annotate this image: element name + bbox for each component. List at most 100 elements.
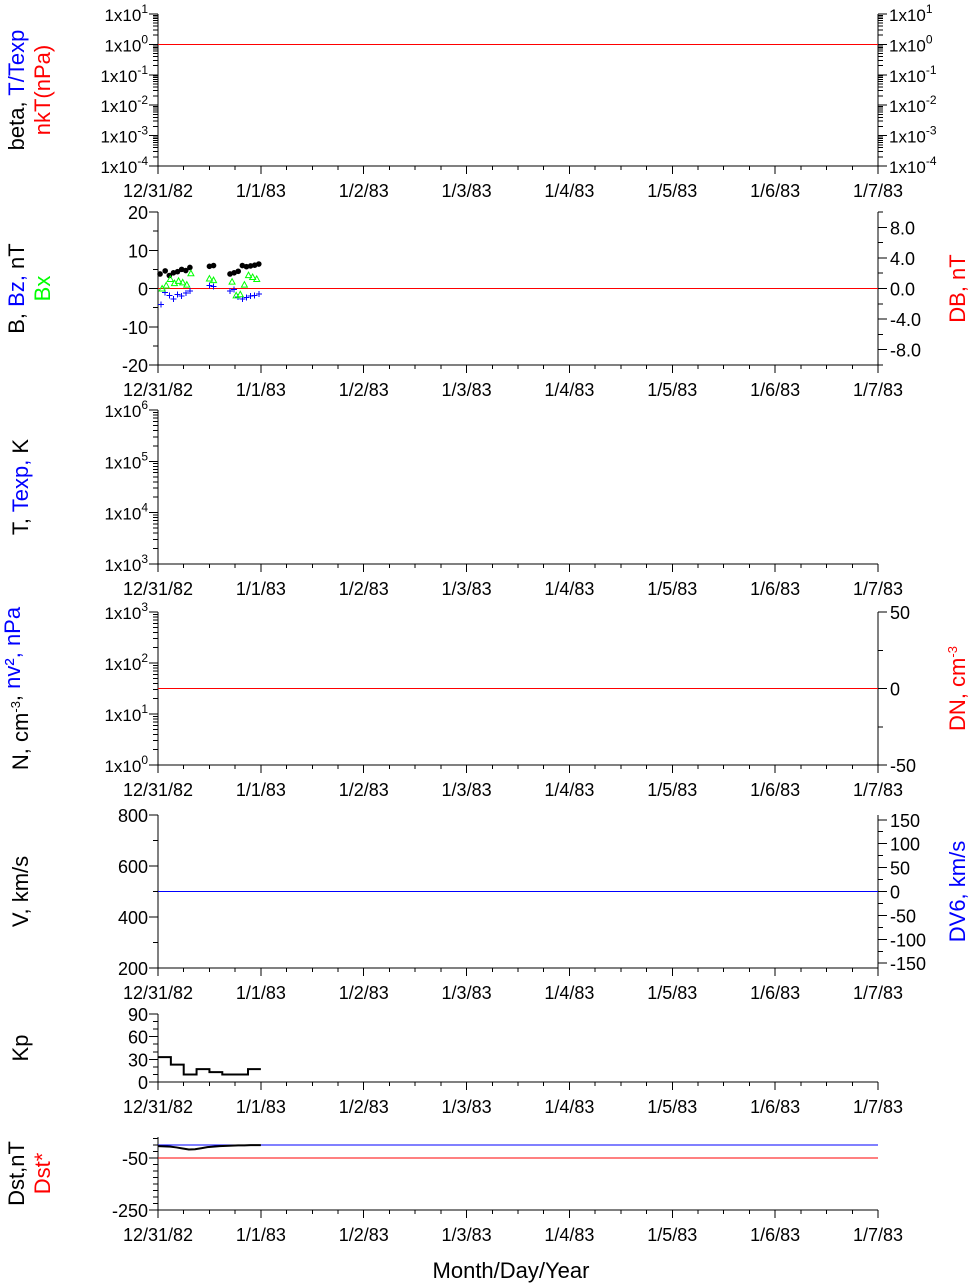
x-tick-label: 1/5/83 bbox=[647, 1097, 697, 1117]
y-tick-label: 1x100 bbox=[104, 32, 148, 55]
y-axis-label: Dst,nT bbox=[4, 1141, 29, 1206]
data-point bbox=[210, 262, 217, 269]
x-tick-label: 1/5/83 bbox=[647, 380, 697, 400]
x-tick-label: 1/6/83 bbox=[750, 983, 800, 1003]
panel-density: 12/31/82 1/1/83 1/2/83 1/3/83 1/4/83 1/5/83 1/… bbox=[0, 600, 970, 800]
x-axis-title: Month/Day/Year bbox=[433, 1258, 590, 1283]
y-tick-label: 400 bbox=[118, 908, 148, 928]
right-y-tick-label: 1x10-3 bbox=[889, 124, 937, 147]
right-y-tick-label: 0 bbox=[890, 883, 900, 903]
y-tick-label: 1x100 bbox=[104, 753, 148, 776]
data-point bbox=[186, 287, 193, 294]
x-tick-label: 1/3/83 bbox=[442, 380, 492, 400]
y-tick-label: 200 bbox=[118, 959, 148, 979]
right-y-tick-label: 4.0 bbox=[890, 249, 915, 269]
panel-dst: 12/31/82 1/1/83 1/2/83 1/3/83 1/4/83 1/5/83 1/… bbox=[4, 1137, 903, 1245]
y-axis-label: T, Texp, K bbox=[8, 439, 33, 536]
x-tick-label: 1/4/83 bbox=[544, 1225, 594, 1245]
x-tick-label: 1/1/83 bbox=[236, 579, 286, 599]
x-tick-label: 1/2/83 bbox=[339, 181, 389, 201]
right-y-tick-label: 50 bbox=[890, 859, 910, 879]
panels: 12/31/82 1/1/83 1/2/83 1/3/83 1/4/83 1/5/83 1/… bbox=[0, 2, 970, 1245]
x-tick-label: 1/4/83 bbox=[544, 780, 594, 800]
data-point bbox=[227, 287, 233, 294]
x-tick-label: 1/7/83 bbox=[853, 1225, 903, 1245]
data-point bbox=[244, 271, 253, 279]
series-line bbox=[158, 1056, 261, 1076]
panel-beta: 12/31/82 1/1/83 1/2/83 1/3/83 1/4/83 1/5/83 1/… bbox=[4, 2, 937, 201]
x-tick-label: 1/3/83 bbox=[442, 1225, 492, 1245]
y-tick-label: -20 bbox=[122, 356, 148, 376]
data-point bbox=[162, 281, 171, 289]
y-tick-label: -250 bbox=[112, 1201, 148, 1221]
x-tick-label: 1/4/83 bbox=[544, 181, 594, 201]
y-tick-label: 1x101 bbox=[104, 2, 148, 25]
x-tick-label: 1/6/83 bbox=[750, 380, 800, 400]
right-y-tick-label: 1x101 bbox=[889, 2, 933, 25]
right-y-tick-label: 1x10-2 bbox=[889, 93, 937, 116]
data-point bbox=[174, 268, 181, 275]
x-tick-label: 1/4/83 bbox=[544, 380, 594, 400]
x-tick-label: 1/1/83 bbox=[236, 380, 286, 400]
data-point bbox=[228, 277, 236, 285]
x-tick-label: 1/5/83 bbox=[647, 983, 697, 1003]
right-y-tick-label: -50 bbox=[890, 906, 916, 926]
data-point bbox=[210, 283, 217, 290]
right-axis-label: DB, nT bbox=[945, 254, 970, 322]
data-point bbox=[206, 282, 213, 289]
y-tick-label: 1x102 bbox=[104, 651, 148, 674]
data-point bbox=[166, 274, 175, 282]
y-tick-label: 1x10-4 bbox=[100, 154, 148, 177]
x-tick-label: 12/31/82 bbox=[123, 1225, 193, 1245]
y-tick-label: 1x10-3 bbox=[100, 124, 148, 147]
x-tick-label: 1/2/83 bbox=[339, 780, 389, 800]
data-point bbox=[240, 280, 249, 288]
x-tick-label: 1/3/83 bbox=[442, 181, 492, 201]
right-y-tick-label: -4.0 bbox=[890, 310, 921, 330]
right-y-tick-label: 150 bbox=[890, 811, 920, 831]
data-point bbox=[182, 267, 189, 274]
x-tick-label: 1/1/83 bbox=[236, 1225, 286, 1245]
data-point bbox=[235, 268, 242, 275]
y-tick-label: 0 bbox=[138, 1073, 148, 1093]
x-tick-label: 1/2/83 bbox=[339, 1225, 389, 1245]
y-axis-label-secondary: nkT(nPa) bbox=[30, 45, 55, 135]
y-axis-label-secondary: Bx bbox=[30, 276, 55, 302]
x-tick-label: 1/6/83 bbox=[750, 780, 800, 800]
x-tick-label: 12/31/82 bbox=[123, 181, 193, 201]
x-tick-label: 1/7/83 bbox=[853, 983, 903, 1003]
y-tick-label: 0 bbox=[138, 280, 148, 300]
x-tick-label: 1/5/83 bbox=[647, 780, 697, 800]
y-tick-label: 30 bbox=[128, 1050, 148, 1070]
data-point bbox=[231, 286, 238, 293]
right-y-tick-label: -8.0 bbox=[890, 341, 921, 361]
y-tick-label: 1x103 bbox=[104, 552, 148, 575]
y-tick-label: 1x105 bbox=[104, 449, 148, 472]
data-point bbox=[182, 290, 189, 297]
y-tick-label: -50 bbox=[122, 1149, 148, 1169]
x-tick-label: 1/7/83 bbox=[853, 780, 903, 800]
right-y-tick-label: -100 bbox=[890, 930, 926, 950]
x-tick-label: 12/31/82 bbox=[123, 1097, 193, 1117]
x-tick-label: 1/7/83 bbox=[853, 1097, 903, 1117]
panel-velocity: 12/31/82 1/1/83 1/2/83 1/3/83 1/4/83 1/5/83 1/… bbox=[8, 806, 970, 1003]
data-point bbox=[162, 268, 168, 274]
x-tick-label: 1/4/83 bbox=[544, 1097, 594, 1117]
data-point bbox=[157, 271, 163, 277]
x-tick-label: 1/6/83 bbox=[750, 1097, 800, 1117]
x-tick-label: 1/2/83 bbox=[339, 1097, 389, 1117]
y-axis-label: V, km/s bbox=[8, 856, 33, 927]
right-y-tick-label: 100 bbox=[890, 835, 920, 855]
right-axis-label: DV6, km/s bbox=[945, 841, 970, 942]
data-point bbox=[178, 293, 185, 300]
y-tick-label: 1x10-2 bbox=[100, 93, 148, 116]
y-tick-label: 60 bbox=[128, 1028, 148, 1048]
x-tick-label: 1/7/83 bbox=[853, 579, 903, 599]
x-tick-label: 1/1/83 bbox=[236, 181, 286, 201]
x-tick-label: 12/31/82 bbox=[123, 380, 193, 400]
x-tick-label: 1/7/83 bbox=[853, 380, 903, 400]
data-point bbox=[187, 264, 193, 271]
data-point bbox=[247, 293, 254, 300]
y-tick-label: 1x106 bbox=[104, 398, 148, 421]
